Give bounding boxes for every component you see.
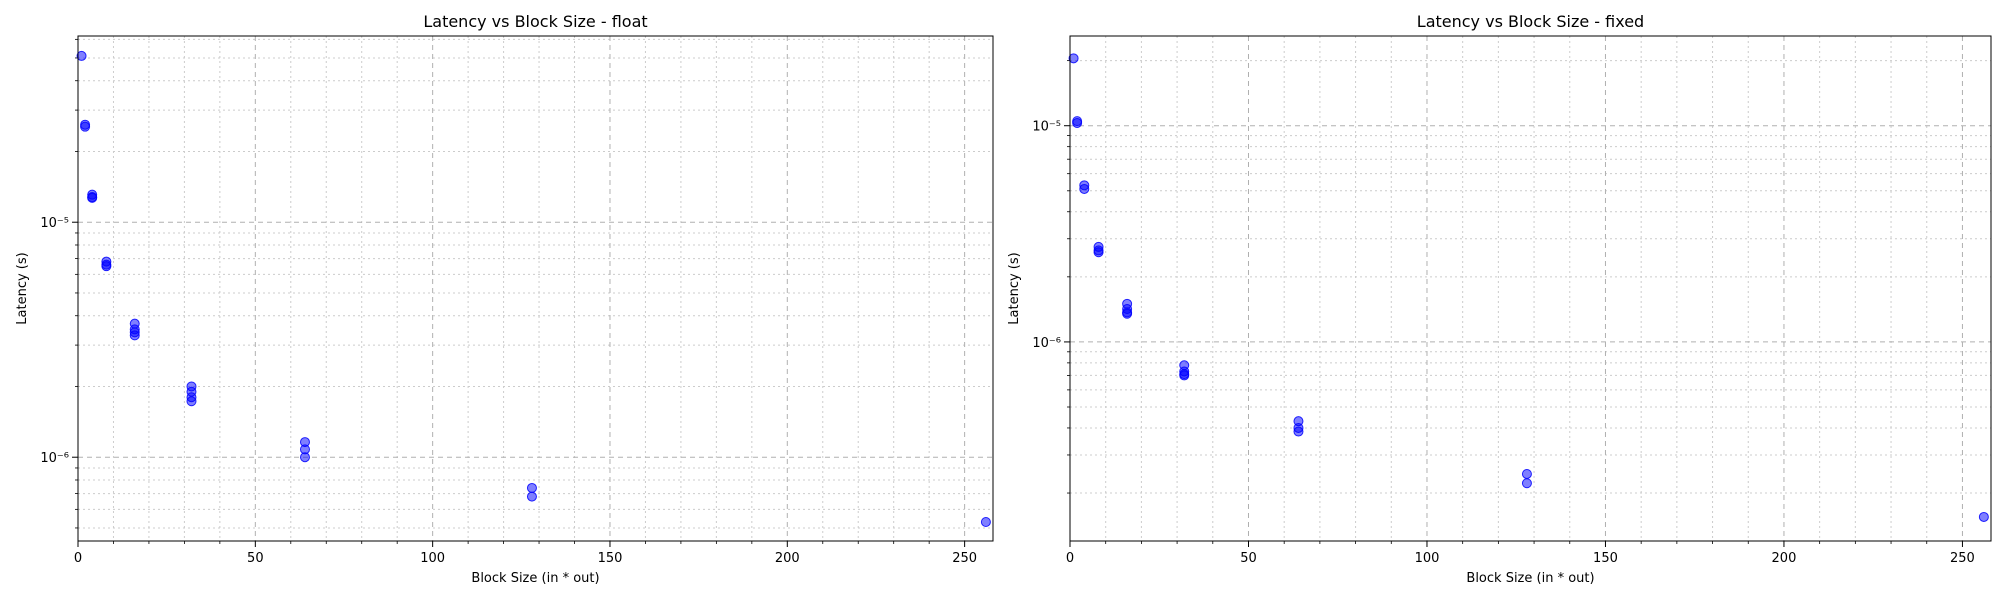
data-point (1521, 468, 1532, 479)
y-axis-label: Latency (s) (15, 252, 30, 324)
grid (1069, 36, 1991, 541)
data-point (299, 452, 310, 463)
x-tick-label: 100 (1415, 551, 1440, 566)
x-tick-label: 200 (1772, 551, 1797, 566)
data-point (526, 482, 537, 493)
chart-float: Latency vs Block Size - float Block Size… (15, 12, 994, 586)
x-tick-label: 50 (247, 551, 264, 566)
grid (77, 36, 993, 541)
data-point (186, 396, 197, 407)
x-tick-label: 250 (1950, 551, 1975, 566)
data-point (1978, 511, 1989, 522)
data-point (1072, 117, 1083, 128)
data-point (1079, 183, 1090, 194)
x-tick-label: 150 (598, 551, 623, 566)
data-point (129, 330, 140, 341)
data-point (1068, 53, 1079, 64)
chart-title: Latency vs Block Size - fixed (1417, 12, 1644, 31)
data-points (76, 50, 991, 528)
data-point (76, 50, 87, 61)
data-point (1293, 426, 1304, 437)
y-tick-label: 10⁻⁶ (1032, 336, 1061, 351)
x-tick-label: 50 (1240, 551, 1257, 566)
x-tick-label: 0 (74, 551, 82, 566)
data-point (526, 491, 537, 502)
data-points (1068, 53, 1989, 522)
data-point (1122, 308, 1133, 319)
chart-fixed: Latency vs Block Size - fixed Block Size… (1007, 12, 1992, 586)
data-point (87, 192, 98, 203)
x-tick-label: 250 (952, 551, 977, 566)
data-point (80, 121, 91, 132)
data-point (101, 261, 112, 272)
data-point (980, 517, 991, 528)
y-axis-label: Latency (s) (1007, 252, 1022, 324)
x-tick-label: 150 (1593, 551, 1618, 566)
x-tick-label: 0 (1066, 551, 1074, 566)
data-point (1093, 247, 1104, 258)
y-tick-label: 10⁻⁵ (1032, 120, 1061, 135)
x-tick-label: 100 (420, 551, 445, 566)
data-point (1521, 478, 1532, 489)
x-tick-label: 200 (775, 551, 800, 566)
x-axis-label: Block Size (in * out) (471, 571, 599, 586)
y-tick-label: 10⁻⁵ (40, 216, 69, 231)
plot-frame (77, 35, 994, 542)
x-axis-label: Block Size (in * out) (1466, 571, 1594, 586)
data-point (1179, 370, 1190, 381)
plot-frame (1069, 35, 1992, 542)
chart-title: Latency vs Block Size - float (423, 12, 647, 31)
y-tick-label: 10⁻⁶ (40, 451, 69, 466)
